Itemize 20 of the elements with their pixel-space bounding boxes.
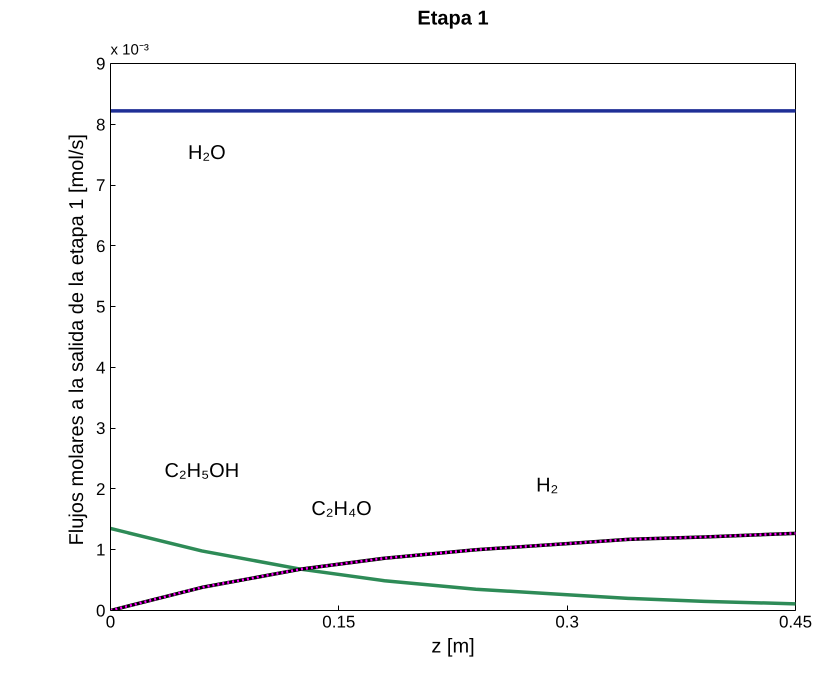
- y-axis-title: Flujos molares a la salida de la etapa 1 [mol/s]: [66, 134, 88, 546]
- y-tick-label: 8: [96, 115, 106, 134]
- x-tick-label: 0.3: [555, 612, 579, 632]
- series-label: C₂H₄O: [311, 498, 372, 520]
- x-tick-label: 0.45: [778, 612, 812, 632]
- text: C₂H₅OH: [164, 460, 240, 482]
- x-tick-label: 0.15: [322, 612, 356, 632]
- y-tick-label: 6: [96, 236, 106, 256]
- y-tick-label: 7: [96, 176, 106, 196]
- text: H₂: [536, 474, 558, 497]
- chart-title: Etapa 1: [417, 8, 489, 30]
- y-tick-label: 4: [96, 358, 106, 378]
- y-tick-label: 9: [96, 54, 106, 74]
- y-tick-label: 2: [96, 480, 106, 499]
- y-tick-label: 5: [96, 298, 106, 317]
- y-tick-label: 1: [96, 540, 106, 560]
- series-label: H₂O: [188, 142, 226, 164]
- text: x 10⁻³: [110, 42, 149, 58]
- x-axis-title: z [m]: [431, 636, 475, 658]
- y-tick-label: 3: [96, 419, 106, 438]
